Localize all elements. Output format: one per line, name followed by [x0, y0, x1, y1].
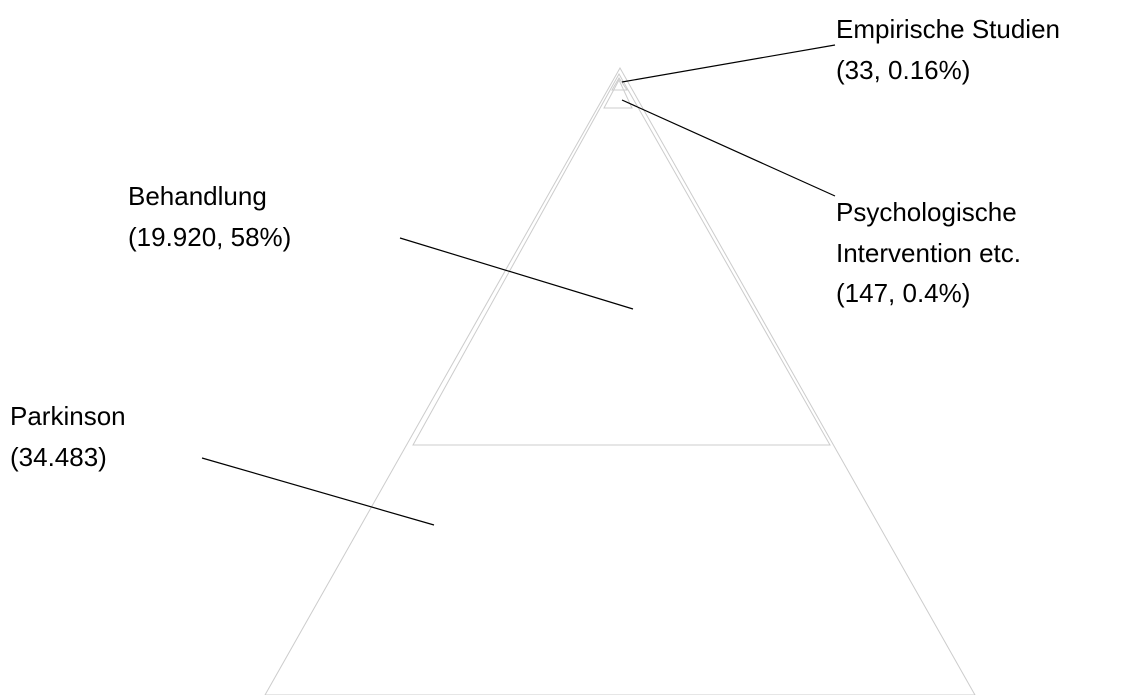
label-psychologische-name-line2: Intervention etc.	[836, 238, 1021, 268]
pyramid-layer-behandlung	[412, 72, 831, 446]
label-psychologische-name-line1: Psychologische	[836, 197, 1017, 227]
label-behandlung-detail: (19.920, 58%)	[128, 222, 291, 252]
label-parkinson-detail: (34.483)	[10, 442, 107, 472]
pyramid-layer-empirische	[611, 77, 628, 91]
pyramid-layer-psychologische	[603, 78, 633, 109]
label-behandlung-name: Behandlung	[128, 181, 267, 211]
label-empirische-detail: (33, 0.16%)	[836, 55, 970, 85]
label-empirische-name: Empirische Studien	[836, 14, 1060, 44]
pyramid-layer-parkinson	[264, 66, 976, 695]
label-psychologische-detail: (147, 0.4%)	[836, 278, 970, 308]
leader-line-parkinson	[201, 457, 435, 526]
leader-line-behandlung	[399, 237, 634, 310]
label-parkinson-name: Parkinson	[10, 401, 126, 431]
leader-line-psychologische	[621, 99, 836, 197]
leader-line-empirische	[621, 44, 836, 83]
